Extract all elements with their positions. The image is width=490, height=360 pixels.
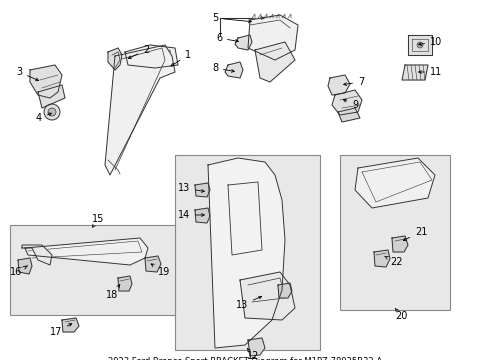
Circle shape [44,104,60,120]
Polygon shape [22,245,52,265]
Text: 15: 15 [92,214,104,227]
Text: 13: 13 [178,183,204,193]
Text: 17: 17 [49,324,72,337]
Text: 19: 19 [151,264,170,277]
Text: 2023 Ford Bronco Sport BRACKET Diagram for M1PZ-78025B32-A: 2023 Ford Bronco Sport BRACKET Diagram f… [108,357,382,360]
Bar [175,155,320,350]
Polygon shape [208,158,285,348]
Polygon shape [408,35,432,55]
Text: 13: 13 [236,296,262,310]
Text: 4: 4 [36,113,51,123]
Circle shape [48,108,56,116]
Polygon shape [30,65,62,98]
Polygon shape [355,158,435,208]
Text: 9: 9 [343,99,358,110]
Polygon shape [255,42,295,82]
Polygon shape [248,338,265,356]
Polygon shape [145,256,161,272]
Polygon shape [328,75,350,95]
Text: 16: 16 [10,266,27,277]
Text: 6: 6 [216,33,238,43]
Polygon shape [18,258,32,274]
Polygon shape [195,183,210,197]
Polygon shape [118,276,132,291]
Polygon shape [25,238,148,265]
Text: 2: 2 [128,45,149,58]
Bar [340,155,450,310]
Text: 7: 7 [343,77,364,87]
Polygon shape [392,236,408,252]
Text: 1: 1 [171,50,191,66]
Polygon shape [332,90,362,115]
Polygon shape [225,62,243,78]
Bar [10,225,175,315]
Polygon shape [240,272,295,320]
Polygon shape [402,65,428,80]
Polygon shape [108,48,122,70]
Text: 8: 8 [212,63,234,73]
Polygon shape [338,108,360,122]
Polygon shape [278,283,292,298]
Text: 14: 14 [178,210,204,220]
Polygon shape [235,35,252,50]
Text: 21: 21 [403,227,427,240]
Polygon shape [374,250,390,267]
Polygon shape [195,208,210,223]
Polygon shape [105,45,175,175]
Polygon shape [125,45,178,68]
Text: 18: 18 [106,285,120,300]
Polygon shape [38,85,65,108]
Text: 5: 5 [212,13,251,23]
Polygon shape [248,15,298,60]
Text: 3: 3 [16,67,39,81]
Text: 22: 22 [385,256,402,267]
Text: 11: 11 [419,67,442,77]
Text: 12: 12 [247,348,259,360]
Text: 10: 10 [418,37,442,47]
Text: 20: 20 [395,308,407,321]
Polygon shape [62,318,79,332]
Circle shape [417,42,423,48]
